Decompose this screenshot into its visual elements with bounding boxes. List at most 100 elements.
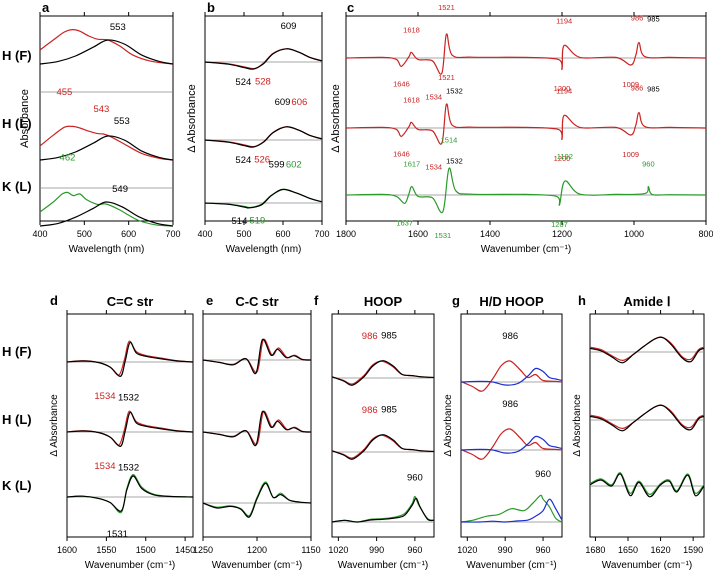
panel-h-ylabel: Δ Absorbance: [572, 394, 583, 457]
series-line: [589, 473, 705, 498]
data-label: 473: [64, 0, 80, 1]
data-label: 1532: [118, 462, 139, 473]
panel-f-xlabel: Wavenumber (cm⁻¹): [338, 560, 428, 570]
panel-d-title: C=C str: [107, 294, 154, 309]
data-label: 1534: [94, 461, 115, 472]
panel-c-xlabel: Wavenumber (cm⁻¹): [481, 244, 571, 255]
panel-g: g H/D HOOP 1020 990 960 Wavenumber (cm⁻¹) Δ Ab…: [443, 293, 563, 570]
data-label: 462: [60, 152, 76, 163]
panel-a-tick-label: 700: [165, 229, 180, 239]
panel-a-frame: [39, 15, 174, 222]
data-label: 1200: [554, 84, 571, 93]
data-label: 549: [112, 184, 128, 195]
panel-c-tick-label: 1200: [552, 229, 572, 239]
panel-e-tick-label: 1150: [301, 545, 320, 555]
series-line: [460, 435, 563, 454]
series-line: [331, 434, 435, 460]
panel-f-frame: [331, 313, 435, 538]
data-label: 960: [535, 469, 551, 480]
panel-c-letter: c: [347, 0, 354, 15]
panel-e-tick-label: 1250: [193, 545, 213, 555]
data-label: 543: [93, 104, 109, 115]
data-label: 1646: [393, 149, 410, 158]
panel-h-frame: [589, 313, 705, 538]
panel-b-tick-label: 700: [314, 229, 329, 239]
series-line: [66, 341, 194, 377]
series-line: [204, 188, 323, 209]
series-line: [66, 340, 194, 376]
series-line: [589, 472, 705, 495]
panel-e-letter: e: [206, 293, 213, 308]
panel-c-frame: [345, 15, 707, 222]
panel-h-title: Amide Ⅰ: [623, 294, 670, 309]
panel-g-xlabel: Wavenumber (cm⁻¹): [466, 560, 556, 570]
series-line: [331, 495, 435, 523]
panel-e-xlabel: Wavenumber (cm⁻¹): [212, 560, 302, 570]
row-label-hl-bottom: H (L): [2, 412, 32, 427]
panel-a-tick-label: 500: [77, 229, 92, 239]
data-label: 1532: [446, 156, 463, 165]
panel-f-letter: f: [314, 293, 319, 308]
panel-c-tick-label: 1600: [408, 229, 428, 239]
panel-f-title: HOOP: [364, 294, 403, 309]
data-label: 1637: [396, 218, 413, 227]
series-line: [589, 336, 705, 364]
data-label: 986: [502, 331, 518, 342]
data-label: 1192: [557, 152, 573, 161]
data-label: 599: [269, 159, 285, 170]
panel-g-letter: g: [452, 293, 460, 308]
series-line: [202, 482, 312, 518]
data-label: 1521: [438, 73, 455, 82]
panel-c-tick-label: 1800: [336, 229, 356, 239]
series-line: [66, 475, 194, 512]
row-labels-top: H (F) H (L) K (L): [2, 48, 32, 194]
data-label: 960: [407, 472, 423, 483]
data-label: 1618: [403, 95, 420, 104]
panel-g-frame: [460, 313, 563, 538]
panel-b-tick-label: 500: [236, 229, 251, 239]
series-line: [589, 404, 705, 429]
panel-h-tick-label: 1650: [618, 545, 638, 555]
data-label: 609: [281, 21, 297, 32]
panel-a-xlabel: Wavelength (nm): [69, 244, 145, 255]
panel-b-tick-label: 600: [275, 229, 290, 239]
row-label-kl-top: K (L): [2, 179, 32, 194]
data-label: 1618: [403, 25, 420, 34]
panel-f-tick-label: 960: [407, 545, 422, 555]
series-line: [39, 191, 174, 227]
panel-g-ylabel: Δ Absorbance: [443, 394, 454, 457]
series-line: [39, 135, 174, 161]
panel-c: c 1800 1600 1400 1200 1000 800 Wavenumber (cm⁻¹…: [330, 0, 713, 255]
data-label: 528: [255, 77, 271, 88]
series-line: [39, 28, 174, 65]
panel-a-tick-label: 400: [32, 229, 47, 239]
data-label: 986: [631, 84, 644, 93]
panel-h-tick-label: 1620: [651, 545, 671, 555]
series-line: [331, 360, 435, 386]
panel-h-tick-label: 1680: [585, 545, 605, 555]
panel-c-tick-label: 800: [698, 229, 713, 239]
panel-g-title: H/D HOOP: [479, 294, 544, 309]
panel-d-tick-label: 1500: [136, 545, 156, 555]
panel-d-xlabel: Wavenumber (cm⁻¹): [85, 560, 175, 570]
panel-d-tick-label: 1450: [175, 545, 195, 555]
series-line: [202, 410, 312, 447]
data-label: 524: [235, 155, 251, 166]
series-line: [345, 103, 707, 145]
panel-e: e C-C str 1250 1200 1150 Wavenumber (cm⁻¹): [193, 293, 321, 570]
data-label: 553: [110, 22, 126, 33]
data-label: 606: [291, 97, 307, 108]
data-label: 1194: [556, 16, 572, 25]
series-line: [39, 39, 174, 65]
data-label: 985: [381, 405, 397, 416]
panel-a-ylabel: Absorbance: [19, 89, 31, 148]
data-label: 1531: [434, 231, 451, 240]
series-line: [39, 125, 174, 161]
data-label: 1534: [94, 391, 115, 402]
data-label: 985: [381, 331, 397, 342]
row-label-hf-top: H (F): [2, 48, 32, 63]
series-line: [460, 498, 563, 523]
data-label: 526: [254, 155, 270, 166]
